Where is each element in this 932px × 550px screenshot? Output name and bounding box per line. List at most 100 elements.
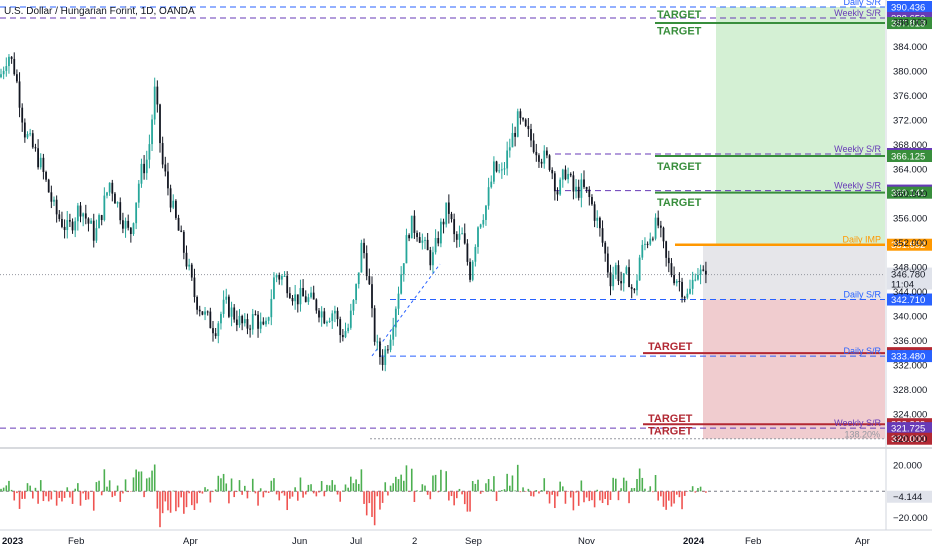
osc-bar [466, 491, 469, 512]
osc-bar [323, 491, 326, 497]
x-tick-label: 2023 [2, 536, 23, 547]
candle-body [103, 195, 106, 221]
candle-body [148, 144, 151, 160]
candle-body [283, 275, 286, 277]
osc-bar [167, 491, 169, 511]
y-tick-label: 348.000 [893, 263, 927, 274]
candle-body [577, 186, 580, 198]
candle-body [445, 202, 448, 225]
y-tick-label: 356.000 [893, 214, 927, 225]
price-label: 390.436 [891, 3, 925, 14]
candle-body [453, 219, 456, 235]
price-label: 360.141 [891, 188, 925, 199]
osc-bar [225, 483, 228, 492]
candle-body [543, 150, 546, 164]
x-tick-label: 2 [412, 536, 417, 547]
osc-bar [24, 491, 26, 499]
candle-body [328, 320, 331, 322]
candle-body [92, 220, 95, 241]
candle-body [458, 233, 461, 240]
candle-body [74, 221, 77, 231]
candle-body [127, 220, 130, 228]
candle-body [606, 253, 609, 273]
osc-bar [554, 491, 556, 509]
osc-bar [538, 491, 540, 494]
candle-body [108, 182, 111, 193]
candle-body [140, 163, 143, 184]
candle-body [561, 169, 564, 180]
osc-bar [691, 486, 694, 492]
osc-bar [424, 485, 426, 492]
osc-bar [410, 468, 413, 492]
osc-bar [392, 483, 394, 492]
price-label: 320.000 [891, 434, 925, 445]
osc-bar [387, 491, 389, 496]
candle-body [124, 220, 127, 229]
osc-bar [363, 491, 365, 504]
candle-body [614, 265, 617, 275]
candle-body [498, 170, 501, 172]
candle-body [8, 56, 10, 67]
candle-body [365, 253, 368, 277]
candle-body [564, 169, 567, 180]
candle-body [204, 311, 206, 315]
candle-body [45, 171, 47, 180]
candle-body [482, 219, 485, 225]
osc-bar [204, 487, 206, 492]
osc-bar [532, 491, 535, 497]
osc-bar [222, 473, 225, 492]
candle-body [355, 284, 357, 301]
candle-body [196, 297, 198, 310]
y-tick-label: 364.000 [893, 165, 927, 176]
osc-bar [376, 491, 379, 497]
candle-body [675, 281, 678, 284]
candle-body [243, 319, 246, 324]
price-label-box [887, 422, 932, 435]
candle-body [119, 202, 122, 221]
target-label: TARGET [657, 197, 702, 209]
osc-bar [145, 478, 148, 492]
osc-bar [119, 491, 122, 502]
y-tick-label: 340.000 [893, 312, 927, 323]
candle-body [302, 288, 304, 297]
candle-body [281, 276, 283, 280]
osc-bar [77, 483, 79, 492]
x-tick-label: Nov [578, 536, 595, 547]
candle-body [447, 202, 450, 214]
candle-body [267, 317, 270, 321]
osc-bar [122, 491, 124, 494]
candle-body [591, 197, 593, 205]
osc-bar [66, 487, 69, 492]
osc-bar [501, 490, 503, 492]
zones [703, 7, 885, 439]
osc-bar [0, 488, 2, 492]
osc-bar [180, 491, 182, 498]
osc-bar [503, 489, 506, 492]
osc-bar [516, 464, 519, 492]
candle-body [625, 267, 628, 274]
osc-bar [638, 468, 641, 492]
osc-bar [593, 491, 596, 508]
osc-bar [196, 491, 198, 504]
osc-bar [495, 491, 498, 502]
y-tick-label: 344.000 [893, 287, 927, 298]
entry-zone [703, 244, 885, 300]
candle-body [137, 183, 140, 203]
osc-bar [106, 486, 108, 492]
target-zone-red [703, 299, 885, 439]
candle-body [320, 311, 323, 318]
candle-body [217, 323, 220, 337]
candle-body [697, 274, 699, 280]
osc-bar [551, 491, 553, 495]
candle-body [442, 221, 445, 225]
candle-body [135, 202, 138, 224]
candle-body [190, 264, 193, 278]
candle-body [175, 200, 177, 218]
candle-body [275, 274, 278, 278]
price-label-box [887, 1, 932, 14]
candle-body [50, 192, 53, 202]
candle-body [220, 313, 222, 324]
osc-bar [249, 491, 251, 492]
osc-bar [471, 481, 474, 492]
last-price-box [887, 267, 932, 290]
